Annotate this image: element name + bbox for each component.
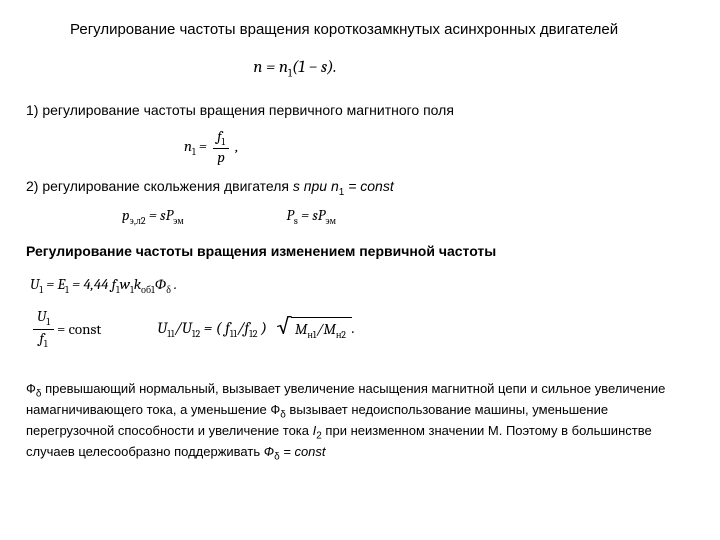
equation-main: n = n1(1 − s). [26, 58, 564, 79]
item2-s: s [293, 178, 300, 194]
eq-n1-den: p [213, 149, 229, 166]
section-heading: Регулирование частоты вращения изменение… [26, 243, 694, 259]
eq-n1-lhs: n [184, 137, 192, 155]
eq-slip-right: Ps = sPэм [286, 206, 336, 224]
eq-n1-comma: , [235, 137, 238, 155]
eq-ratio-text: U11/U12 = ( f11/f12 ) [157, 319, 267, 337]
equation-slip: pэ,л2 = sPэм Ps = sPэм [122, 206, 694, 227]
eq-f1-den: f1 [33, 330, 54, 351]
paragraph-phi: Фδ превышающий нормальный, вызывает увел… [26, 380, 694, 464]
sqrt-body: Mн1/Mн2 [291, 317, 352, 341]
eq-n1-eq: = [196, 137, 211, 155]
item2-n1: n [331, 178, 339, 194]
sqrt-symbol: √ [276, 317, 290, 337]
eq-u1-num: U1 [33, 308, 54, 330]
eq-n1-num: f1 [213, 128, 229, 150]
eq-root-dot: . [352, 319, 355, 337]
eq-u1f1-frac: U1 f1 [33, 308, 54, 350]
equation-u1: U1 = E1 = 4,44 f1w1kоб1Φδ . [30, 275, 694, 296]
eq-n1-fraction: f1 p [213, 128, 229, 167]
eq-slip-left: pэ,л2 = sPэм [122, 206, 184, 224]
equation-ratio: U11/U12 = ( f11/f12 ) √ Mн1/Mн2 . [157, 317, 355, 341]
eq-const-text: = const [57, 320, 101, 338]
equation-n1: n1 = f1 p , [184, 128, 694, 167]
item2-const: = const [344, 178, 393, 194]
equation-row: U1 f1 = const U11/U12 = ( f11/f12 ) √ Mн… [26, 308, 694, 350]
equation-u1f1-const: U1 f1 = const [30, 308, 101, 350]
sqrt-wrap: √ Mн1/Mн2 [276, 317, 352, 341]
item-2-text: 2) регулирование скольжения двигателя s … [26, 178, 694, 198]
item2-pri: при [300, 178, 331, 194]
item2-prefix: 2) регулирование скольжения двигателя [26, 178, 293, 194]
item-1-text: 1) регулирование частоты вращения первич… [26, 102, 694, 118]
page-title: Регулирование частоты вращения короткоза… [70, 20, 694, 40]
